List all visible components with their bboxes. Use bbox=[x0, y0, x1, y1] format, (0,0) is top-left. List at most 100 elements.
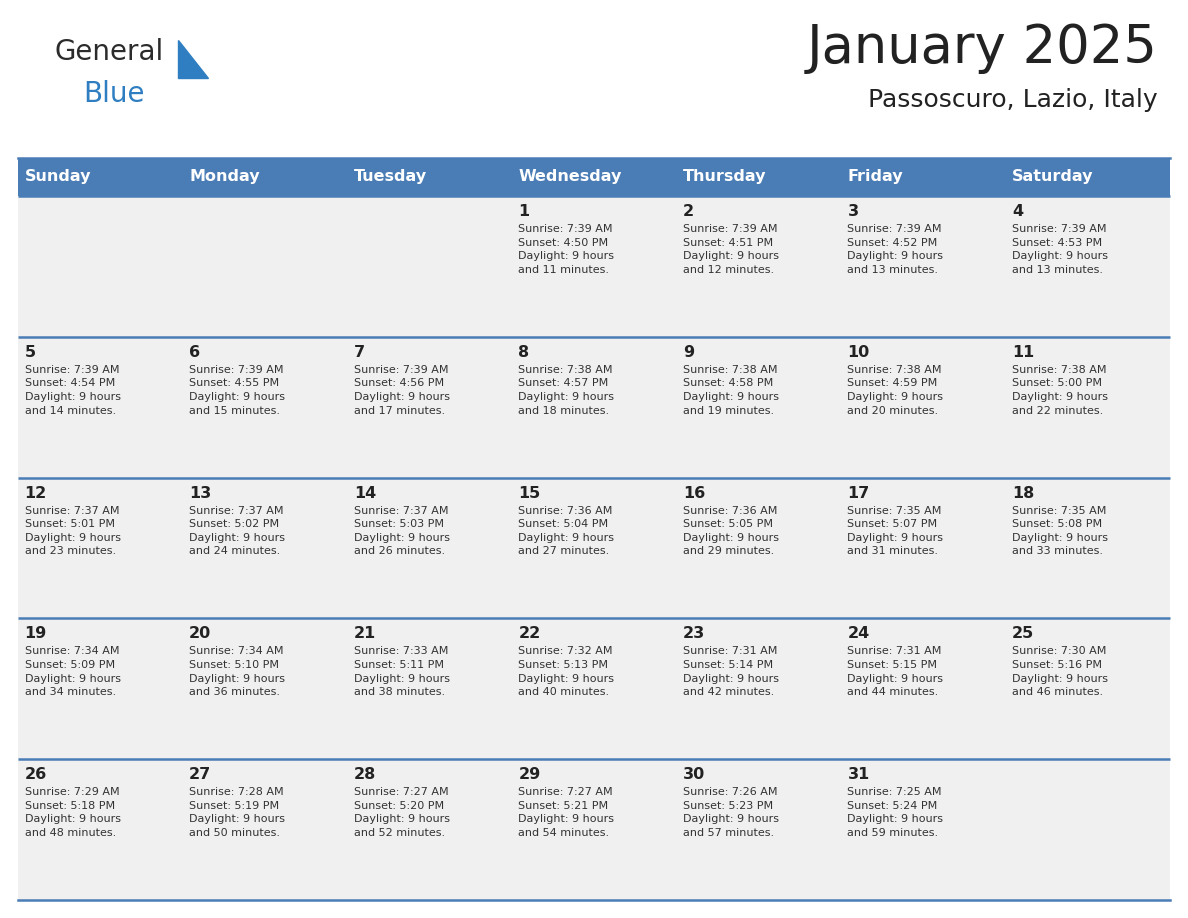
Text: 14: 14 bbox=[354, 486, 375, 500]
Text: Saturday: Saturday bbox=[1012, 170, 1093, 185]
Text: 5: 5 bbox=[25, 345, 36, 360]
Bar bbox=[183, 196, 347, 337]
Bar bbox=[347, 337, 512, 477]
Text: 15: 15 bbox=[518, 486, 541, 500]
Bar bbox=[183, 337, 347, 477]
Text: Sunday: Sunday bbox=[25, 170, 91, 185]
Text: 6: 6 bbox=[189, 345, 201, 360]
Text: Sunrise: 7:31 AM
Sunset: 5:15 PM
Daylight: 9 hours
and 44 minutes.: Sunrise: 7:31 AM Sunset: 5:15 PM Dayligh… bbox=[847, 646, 943, 697]
Text: Sunrise: 7:38 AM
Sunset: 4:59 PM
Daylight: 9 hours
and 20 minutes.: Sunrise: 7:38 AM Sunset: 4:59 PM Dayligh… bbox=[847, 364, 943, 416]
Text: 27: 27 bbox=[189, 767, 211, 782]
Bar bbox=[841, 337, 1005, 477]
Text: Sunrise: 7:39 AM
Sunset: 4:55 PM
Daylight: 9 hours
and 15 minutes.: Sunrise: 7:39 AM Sunset: 4:55 PM Dayligh… bbox=[189, 364, 285, 416]
Text: Tuesday: Tuesday bbox=[354, 170, 426, 185]
Text: Sunrise: 7:37 AM
Sunset: 5:02 PM
Daylight: 9 hours
and 24 minutes.: Sunrise: 7:37 AM Sunset: 5:02 PM Dayligh… bbox=[189, 506, 285, 556]
Text: Sunrise: 7:35 AM
Sunset: 5:07 PM
Daylight: 9 hours
and 31 minutes.: Sunrise: 7:35 AM Sunset: 5:07 PM Dayligh… bbox=[847, 506, 943, 556]
Bar bbox=[1005, 759, 1170, 900]
Text: Sunrise: 7:25 AM
Sunset: 5:24 PM
Daylight: 9 hours
and 59 minutes.: Sunrise: 7:25 AM Sunset: 5:24 PM Dayligh… bbox=[847, 788, 943, 838]
Bar bbox=[512, 196, 676, 337]
Bar bbox=[18, 196, 183, 337]
Bar bbox=[18, 158, 1170, 196]
Bar bbox=[1005, 477, 1170, 619]
Bar bbox=[18, 619, 183, 759]
Text: Passoscuro, Lazio, Italy: Passoscuro, Lazio, Italy bbox=[868, 88, 1158, 112]
Text: Sunrise: 7:37 AM
Sunset: 5:03 PM
Daylight: 9 hours
and 26 minutes.: Sunrise: 7:37 AM Sunset: 5:03 PM Dayligh… bbox=[354, 506, 450, 556]
Bar bbox=[841, 759, 1005, 900]
Text: 29: 29 bbox=[518, 767, 541, 782]
Bar bbox=[841, 619, 1005, 759]
Bar bbox=[183, 477, 347, 619]
Bar bbox=[676, 619, 841, 759]
Text: 20: 20 bbox=[189, 626, 211, 642]
Text: General: General bbox=[55, 38, 164, 66]
Text: Wednesday: Wednesday bbox=[518, 170, 621, 185]
Text: 10: 10 bbox=[847, 345, 870, 360]
Text: 4: 4 bbox=[1012, 204, 1023, 219]
Text: 21: 21 bbox=[354, 626, 375, 642]
Text: Sunrise: 7:37 AM
Sunset: 5:01 PM
Daylight: 9 hours
and 23 minutes.: Sunrise: 7:37 AM Sunset: 5:01 PM Dayligh… bbox=[25, 506, 121, 556]
Bar bbox=[1005, 337, 1170, 477]
Bar bbox=[676, 759, 841, 900]
Bar bbox=[347, 619, 512, 759]
Text: January 2025: January 2025 bbox=[807, 22, 1158, 74]
Polygon shape bbox=[178, 40, 208, 78]
Bar bbox=[183, 619, 347, 759]
Text: Sunrise: 7:31 AM
Sunset: 5:14 PM
Daylight: 9 hours
and 42 minutes.: Sunrise: 7:31 AM Sunset: 5:14 PM Dayligh… bbox=[683, 646, 779, 697]
Text: 24: 24 bbox=[847, 626, 870, 642]
Bar bbox=[841, 477, 1005, 619]
Bar bbox=[841, 196, 1005, 337]
Bar bbox=[183, 759, 347, 900]
Text: Sunrise: 7:39 AM
Sunset: 4:52 PM
Daylight: 9 hours
and 13 minutes.: Sunrise: 7:39 AM Sunset: 4:52 PM Dayligh… bbox=[847, 224, 943, 274]
Text: 1: 1 bbox=[518, 204, 530, 219]
Bar bbox=[676, 196, 841, 337]
Text: 11: 11 bbox=[1012, 345, 1035, 360]
Text: Sunrise: 7:29 AM
Sunset: 5:18 PM
Daylight: 9 hours
and 48 minutes.: Sunrise: 7:29 AM Sunset: 5:18 PM Dayligh… bbox=[25, 788, 121, 838]
Text: Sunrise: 7:35 AM
Sunset: 5:08 PM
Daylight: 9 hours
and 33 minutes.: Sunrise: 7:35 AM Sunset: 5:08 PM Dayligh… bbox=[1012, 506, 1108, 556]
Bar bbox=[18, 337, 183, 477]
Text: Sunrise: 7:36 AM
Sunset: 5:05 PM
Daylight: 9 hours
and 29 minutes.: Sunrise: 7:36 AM Sunset: 5:05 PM Dayligh… bbox=[683, 506, 779, 556]
Bar bbox=[676, 477, 841, 619]
Text: 19: 19 bbox=[25, 626, 46, 642]
Text: Sunrise: 7:36 AM
Sunset: 5:04 PM
Daylight: 9 hours
and 27 minutes.: Sunrise: 7:36 AM Sunset: 5:04 PM Dayligh… bbox=[518, 506, 614, 556]
Text: Sunrise: 7:34 AM
Sunset: 5:10 PM
Daylight: 9 hours
and 36 minutes.: Sunrise: 7:34 AM Sunset: 5:10 PM Dayligh… bbox=[189, 646, 285, 697]
Bar bbox=[512, 619, 676, 759]
Text: Sunrise: 7:39 AM
Sunset: 4:53 PM
Daylight: 9 hours
and 13 minutes.: Sunrise: 7:39 AM Sunset: 4:53 PM Dayligh… bbox=[1012, 224, 1108, 274]
Text: 12: 12 bbox=[25, 486, 46, 500]
Text: 23: 23 bbox=[683, 626, 706, 642]
Text: Sunrise: 7:38 AM
Sunset: 5:00 PM
Daylight: 9 hours
and 22 minutes.: Sunrise: 7:38 AM Sunset: 5:00 PM Dayligh… bbox=[1012, 364, 1108, 416]
Text: Sunrise: 7:38 AM
Sunset: 4:58 PM
Daylight: 9 hours
and 19 minutes.: Sunrise: 7:38 AM Sunset: 4:58 PM Dayligh… bbox=[683, 364, 779, 416]
Text: Monday: Monday bbox=[189, 170, 260, 185]
Text: Sunrise: 7:39 AM
Sunset: 4:50 PM
Daylight: 9 hours
and 11 minutes.: Sunrise: 7:39 AM Sunset: 4:50 PM Dayligh… bbox=[518, 224, 614, 274]
Text: Sunrise: 7:27 AM
Sunset: 5:21 PM
Daylight: 9 hours
and 54 minutes.: Sunrise: 7:27 AM Sunset: 5:21 PM Dayligh… bbox=[518, 788, 614, 838]
Text: Blue: Blue bbox=[83, 80, 145, 108]
Bar bbox=[18, 759, 183, 900]
Text: Sunrise: 7:33 AM
Sunset: 5:11 PM
Daylight: 9 hours
and 38 minutes.: Sunrise: 7:33 AM Sunset: 5:11 PM Dayligh… bbox=[354, 646, 450, 697]
Bar bbox=[1005, 196, 1170, 337]
Text: Sunrise: 7:32 AM
Sunset: 5:13 PM
Daylight: 9 hours
and 40 minutes.: Sunrise: 7:32 AM Sunset: 5:13 PM Dayligh… bbox=[518, 646, 614, 697]
Text: 26: 26 bbox=[25, 767, 46, 782]
Text: 17: 17 bbox=[847, 486, 870, 500]
Bar bbox=[347, 196, 512, 337]
Text: Sunrise: 7:30 AM
Sunset: 5:16 PM
Daylight: 9 hours
and 46 minutes.: Sunrise: 7:30 AM Sunset: 5:16 PM Dayligh… bbox=[1012, 646, 1108, 697]
Text: Sunrise: 7:39 AM
Sunset: 4:51 PM
Daylight: 9 hours
and 12 minutes.: Sunrise: 7:39 AM Sunset: 4:51 PM Dayligh… bbox=[683, 224, 779, 274]
Bar bbox=[512, 759, 676, 900]
Text: 18: 18 bbox=[1012, 486, 1035, 500]
Bar bbox=[18, 477, 183, 619]
Text: 30: 30 bbox=[683, 767, 706, 782]
Text: Sunrise: 7:26 AM
Sunset: 5:23 PM
Daylight: 9 hours
and 57 minutes.: Sunrise: 7:26 AM Sunset: 5:23 PM Dayligh… bbox=[683, 788, 779, 838]
Text: 25: 25 bbox=[1012, 626, 1035, 642]
Text: Thursday: Thursday bbox=[683, 170, 766, 185]
Text: 2: 2 bbox=[683, 204, 694, 219]
Bar bbox=[512, 337, 676, 477]
Text: Sunrise: 7:38 AM
Sunset: 4:57 PM
Daylight: 9 hours
and 18 minutes.: Sunrise: 7:38 AM Sunset: 4:57 PM Dayligh… bbox=[518, 364, 614, 416]
Bar bbox=[512, 477, 676, 619]
Text: 9: 9 bbox=[683, 345, 694, 360]
Text: 7: 7 bbox=[354, 345, 365, 360]
Text: 22: 22 bbox=[518, 626, 541, 642]
Text: Sunrise: 7:34 AM
Sunset: 5:09 PM
Daylight: 9 hours
and 34 minutes.: Sunrise: 7:34 AM Sunset: 5:09 PM Dayligh… bbox=[25, 646, 121, 697]
Text: Sunrise: 7:27 AM
Sunset: 5:20 PM
Daylight: 9 hours
and 52 minutes.: Sunrise: 7:27 AM Sunset: 5:20 PM Dayligh… bbox=[354, 788, 450, 838]
Bar bbox=[1005, 619, 1170, 759]
Text: 8: 8 bbox=[518, 345, 530, 360]
Text: 13: 13 bbox=[189, 486, 211, 500]
Text: Sunrise: 7:39 AM
Sunset: 4:54 PM
Daylight: 9 hours
and 14 minutes.: Sunrise: 7:39 AM Sunset: 4:54 PM Dayligh… bbox=[25, 364, 121, 416]
